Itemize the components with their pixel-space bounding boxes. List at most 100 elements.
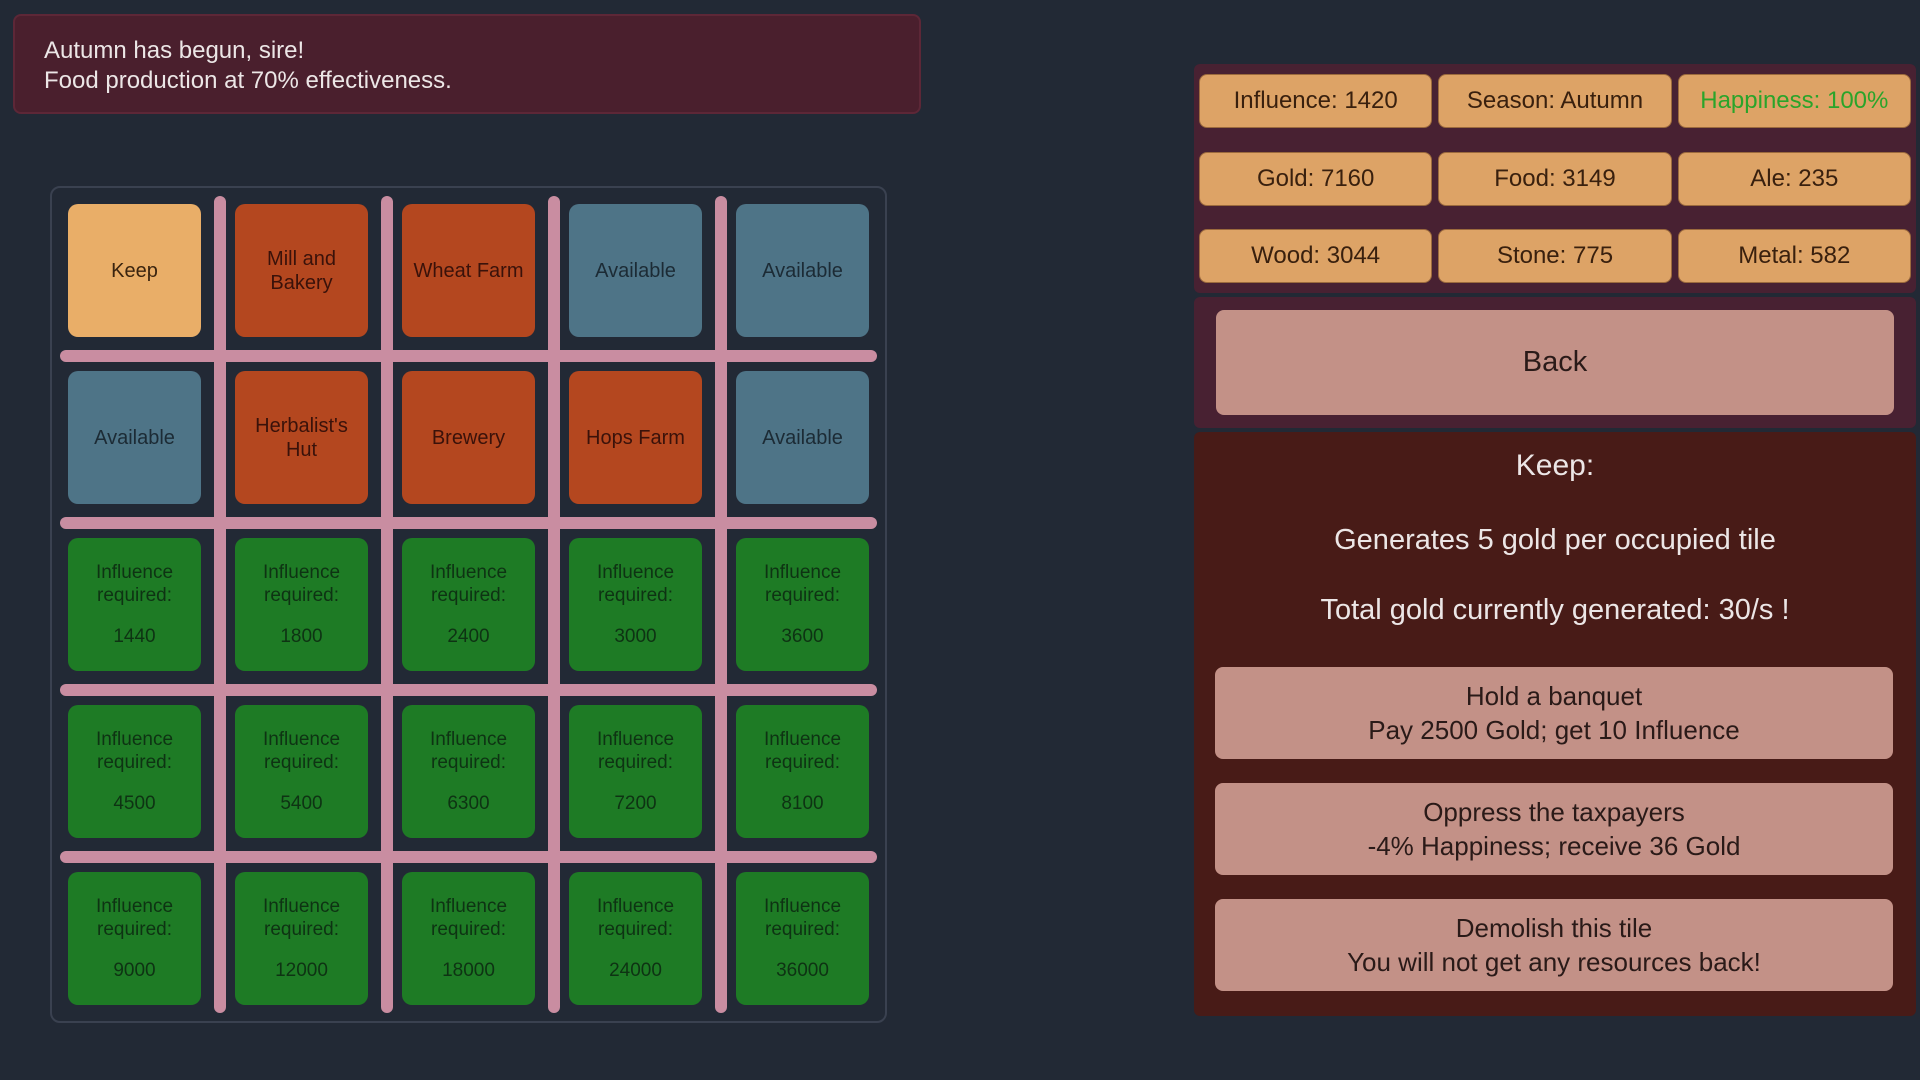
tile-influence-value: 9000 [113, 960, 156, 981]
grid-tile-locked[interactable]: Influence required: 1800 [235, 538, 368, 671]
grid-tile-available[interactable]: Available [736, 371, 869, 504]
hud-chip: Season: Autumn [1438, 74, 1672, 128]
grid-tile-locked[interactable]: Influence required: 4500 [68, 705, 201, 838]
grid-tile-locked[interactable]: Influence required: 12000 [235, 872, 368, 1005]
tile-influence-value: 1440 [113, 626, 156, 647]
tile-label: Influence required: [763, 562, 842, 606]
action-button[interactable]: Oppress the taxpayers -4% Happiness; rece… [1215, 783, 1893, 875]
tile-influence-value: 12000 [275, 960, 328, 981]
kingdom-grid: Keep Mill and Bakery Wheat Farm Available Av… [68, 204, 869, 1005]
tile-label: Influence required: [95, 729, 174, 773]
tile-label: Influence required: [95, 562, 174, 606]
action-line2: You will not get any resources back! [1347, 947, 1761, 977]
action-line1: Demolish this tile [1455, 913, 1653, 943]
action-button[interactable]: Demolish this tile You will not get any r… [1215, 899, 1893, 991]
grid-tile-available[interactable]: Available [68, 371, 201, 504]
tile-actions: Hold a banquet Pay 2500 Gold; get 10 Infl… [1215, 667, 1893, 991]
hud-row: Influence: 1420 Season: Autumn Happiness: … [1199, 74, 1911, 128]
tile-influence-value: 2400 [447, 626, 490, 647]
action-line2: -4% Happiness; receive 36 Gold [1367, 831, 1741, 861]
grid-tile-building[interactable]: Wheat Farm [402, 204, 535, 337]
tile-info-total: Total gold currently generated: 30/s ! [1320, 594, 1790, 626]
tile-label: Available [762, 259, 843, 282]
notification-line1: Autumn has begun, sire! [44, 37, 305, 64]
grid-tile-locked[interactable]: Influence required: 2400 [402, 538, 535, 671]
grid-tile-locked[interactable]: Influence required: 9000 [68, 872, 201, 1005]
tile-label: Influence required: [429, 896, 508, 940]
tile-label: Hops Farm [586, 426, 685, 449]
tile-label: Wheat Farm [413, 259, 524, 282]
grid-horizontal-line [60, 684, 877, 696]
tile-label: Influence required: [95, 896, 174, 940]
hud-chip: Ale: 235 [1677, 151, 1911, 206]
back-panel: Back [1194, 297, 1916, 428]
hud-chip: Stone: 775 [1438, 229, 1672, 283]
action-button[interactable]: Hold a banquet Pay 2500 Gold; get 10 Infl… [1215, 667, 1893, 759]
back-button[interactable]: Back [1216, 310, 1894, 415]
grid-tile-locked[interactable]: Influence required: 7200 [569, 705, 702, 838]
tile-label: Influence required: [429, 729, 508, 773]
grid-horizontal-line [60, 517, 877, 529]
tile-label: Influence required: [262, 562, 341, 606]
hud-chip: Happiness: 100% [1677, 74, 1911, 128]
grid-vertical-line [548, 196, 560, 1013]
tile-label: Mill and Bakery [267, 247, 336, 294]
tile-influence-value: 3000 [614, 626, 657, 647]
tile-influence-value: 5400 [280, 793, 323, 814]
hud-chip: Wood: 3044 [1199, 229, 1433, 283]
tile-label: Influence required: [429, 562, 508, 606]
grid-horizontal-line [60, 851, 877, 863]
tile-label: Influence required: [262, 729, 341, 773]
grid-tile-locked[interactable]: Influence required: 24000 [569, 872, 702, 1005]
grid-vertical-line [381, 196, 393, 1013]
grid-vertical-line [214, 196, 226, 1013]
tile-label: Influence required: [763, 896, 842, 940]
grid-vertical-line [715, 196, 727, 1013]
tile-influence-value: 4500 [113, 793, 156, 814]
hud-chip: Metal: 582 [1677, 229, 1911, 283]
grid-tile-locked[interactable]: Influence required: 8100 [736, 705, 869, 838]
tile-influence-value: 36000 [776, 960, 829, 981]
tile-label: Influence required: [596, 562, 675, 606]
grid-tile-building[interactable]: Hops Farm [569, 371, 702, 504]
hud-chip: Influence: 1420 [1199, 74, 1433, 128]
hud-row: Gold: 7160 Food: 3149 Ale: 235 [1199, 151, 1911, 206]
action-line1: Hold a banquet [1465, 681, 1643, 711]
tile-influence-value: 3600 [781, 626, 824, 647]
grid-tile-locked[interactable]: Influence required: 3000 [569, 538, 702, 671]
tile-label: Herbalist's Hut [255, 414, 348, 461]
tile-label: Keep [111, 259, 158, 282]
hud-chip: Food: 3149 [1438, 151, 1672, 206]
tile-info-generation: Generates 5 gold per occupied tile [1334, 524, 1776, 556]
tile-label: Available [762, 426, 843, 449]
grid-tile-locked[interactable]: Influence required: 1440 [68, 538, 201, 671]
grid-tile-locked[interactable]: Influence required: 18000 [402, 872, 535, 1005]
grid-tile-building[interactable]: Herbalist's Hut [235, 371, 368, 504]
tile-influence-value: 1800 [280, 626, 323, 647]
tile-label: Influence required: [262, 896, 341, 940]
tile-label: Influence required: [763, 729, 842, 773]
grid-tile-available[interactable]: Available [736, 204, 869, 337]
tile-info-panel: Keep: Generates 5 gold per occupied tile… [1194, 432, 1916, 1016]
grid-tile-building[interactable]: Brewery [402, 371, 535, 504]
tile-influence-value: 24000 [609, 960, 662, 981]
tile-label: Brewery [431, 426, 506, 449]
tile-info-title: Keep: [1515, 449, 1595, 482]
hud-chip: Gold: 7160 [1199, 151, 1433, 206]
grid-tile-keep[interactable]: Keep [68, 204, 201, 337]
grid-tile-available[interactable]: Available [569, 204, 702, 337]
tile-label: Available [94, 426, 175, 449]
action-line2: Pay 2500 Gold; get 10 Influence [1368, 715, 1740, 745]
grid-tile-building[interactable]: Mill and Bakery [235, 204, 368, 337]
grid-lattice-lines [52, 188, 885, 1021]
grid-tile-locked[interactable]: Influence required: 5400 [235, 705, 368, 838]
kingdom-grid-panel: Keep Mill and Bakery Wheat Farm Available Av… [50, 186, 887, 1023]
notification-banner: Autumn has begun, sire! Food production … [13, 14, 921, 114]
resource-hud: Influence: 1420 Season: Autumn Happiness: … [1194, 64, 1916, 293]
grid-tile-locked[interactable]: Influence required: 6300 [402, 705, 535, 838]
grid-tile-locked[interactable]: Influence required: 3600 [736, 538, 869, 671]
tile-influence-value: 18000 [442, 960, 495, 981]
tile-label: Available [595, 259, 676, 282]
action-line1: Oppress the taxpayers [1423, 797, 1685, 827]
grid-tile-locked[interactable]: Influence required: 36000 [736, 872, 869, 1005]
